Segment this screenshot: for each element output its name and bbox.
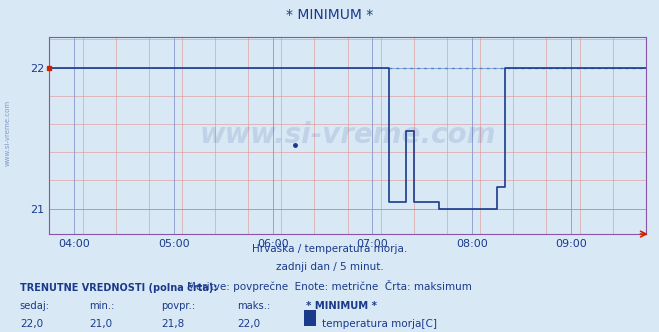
Text: min.:: min.: (89, 301, 115, 311)
Text: temperatura morja[C]: temperatura morja[C] (322, 319, 437, 329)
Text: 22,0: 22,0 (237, 319, 260, 329)
Text: 21,8: 21,8 (161, 319, 185, 329)
Text: www.si-vreme.com: www.si-vreme.com (200, 121, 496, 149)
Text: maks.:: maks.: (237, 301, 270, 311)
Text: www.si-vreme.com: www.si-vreme.com (5, 100, 11, 166)
Text: 21,0: 21,0 (89, 319, 112, 329)
Text: TRENUTNE VREDNOSTI (polna črta):: TRENUTNE VREDNOSTI (polna črta): (20, 283, 217, 293)
Text: * MINIMUM *: * MINIMUM * (306, 301, 378, 311)
Text: 22,0: 22,0 (20, 319, 43, 329)
Text: zadnji dan / 5 minut.: zadnji dan / 5 minut. (275, 262, 384, 272)
Text: * MINIMUM *: * MINIMUM * (286, 8, 373, 22)
Text: Hrvaška / temperatura morja.: Hrvaška / temperatura morja. (252, 243, 407, 254)
Text: povpr.:: povpr.: (161, 301, 196, 311)
Text: Meritve: povprečne  Enote: metrične  Črta: maksimum: Meritve: povprečne Enote: metrične Črta:… (187, 280, 472, 292)
Text: sedaj:: sedaj: (20, 301, 50, 311)
